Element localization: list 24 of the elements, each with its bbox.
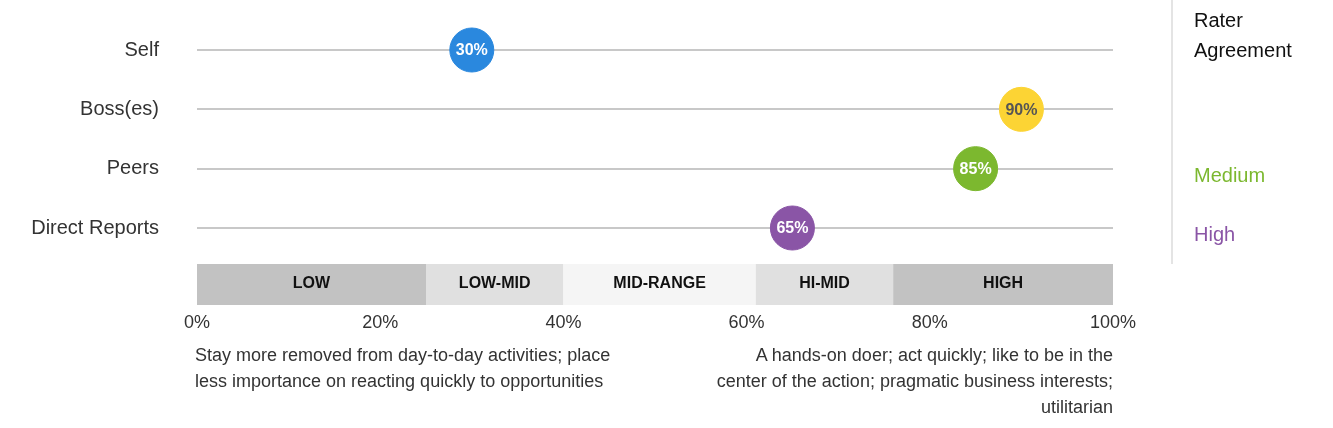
x-tick-label: 100% [1089,311,1137,332]
y-tick-label: Peers [106,156,159,179]
y-tick-label: Self [124,37,160,60]
band-label: HIGH [983,274,1024,292]
x-tick-label: 0% [183,311,211,332]
data-label: 90% [1005,100,1038,118]
text: High [1194,222,1236,247]
text: A hands-on doer; act quickly; like to be in the center of the action; pragmatic business interests; utilitarian [715,344,1113,419]
band-label: LOW-MID [458,274,531,292]
y-tick-label: Direct Reports [31,215,159,238]
data-label: 30% [455,41,488,59]
x-tick-label: 60% [728,311,765,332]
text: Medium [1194,162,1266,188]
x-tick-label: 40% [545,311,582,332]
data-label: 65% [776,219,809,237]
data-label: 85% [959,160,992,178]
text: Rater Agreement [1194,8,1293,63]
band-label: LOW [292,274,332,292]
x-tick-label: 80% [911,311,948,332]
x-tick-label: 20% [362,311,399,332]
band-label: HI-MID [799,274,850,292]
y-tick-label: Boss(es) [80,96,159,119]
band-label: MID-RANGE [613,274,707,292]
text: Stay more removed from day-to-day activities; place less importance on reacting quickly to opportunities [195,344,612,393]
